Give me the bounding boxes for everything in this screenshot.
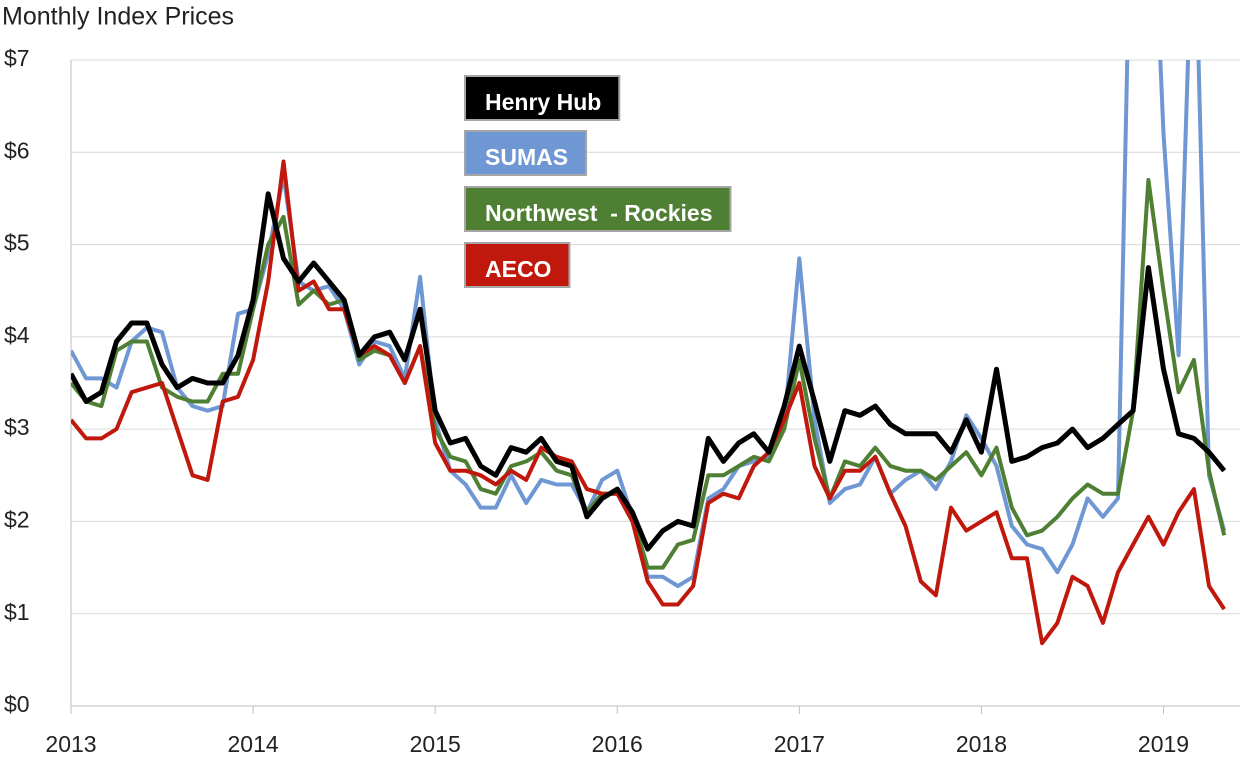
x-tick-label: 2016	[592, 731, 643, 757]
x-tick-label: 2017	[774, 731, 825, 757]
x-tick-label: 2013	[45, 731, 96, 757]
legend-label: Northwest - Rockies	[485, 200, 713, 226]
series-line	[71, 178, 1227, 570]
y-tick-label: $3	[4, 414, 30, 440]
legend-label: Henry Hub	[485, 89, 601, 115]
series-line	[71, 191, 1227, 552]
y-tick-label: $2	[4, 507, 30, 533]
chart-title: Monthly Index Prices	[2, 3, 234, 31]
plot-area	[71, 60, 1227, 646]
y-tick-label: $5	[4, 230, 30, 256]
legend-box	[464, 75, 621, 121]
y-tick-label: $1	[4, 599, 30, 625]
legend-box	[464, 242, 571, 288]
legend-box	[464, 130, 588, 176]
y-tick-label: $4	[4, 322, 30, 348]
y-tick-label: $0	[4, 691, 30, 717]
series-line	[71, 159, 1226, 646]
x-tick-label: 2019	[1138, 731, 1189, 757]
x-tick-label: 2014	[228, 731, 279, 757]
series-line	[71, 60, 1227, 588]
legend-label: AECO	[485, 256, 551, 282]
legend-label: SUMAS	[485, 144, 568, 170]
legend-box	[464, 186, 732, 232]
x-tick-label: 2018	[956, 731, 1007, 757]
x-tick-label: 2015	[410, 731, 461, 757]
y-tick-label: $7	[4, 45, 30, 71]
y-tick-label: $6	[4, 137, 30, 163]
